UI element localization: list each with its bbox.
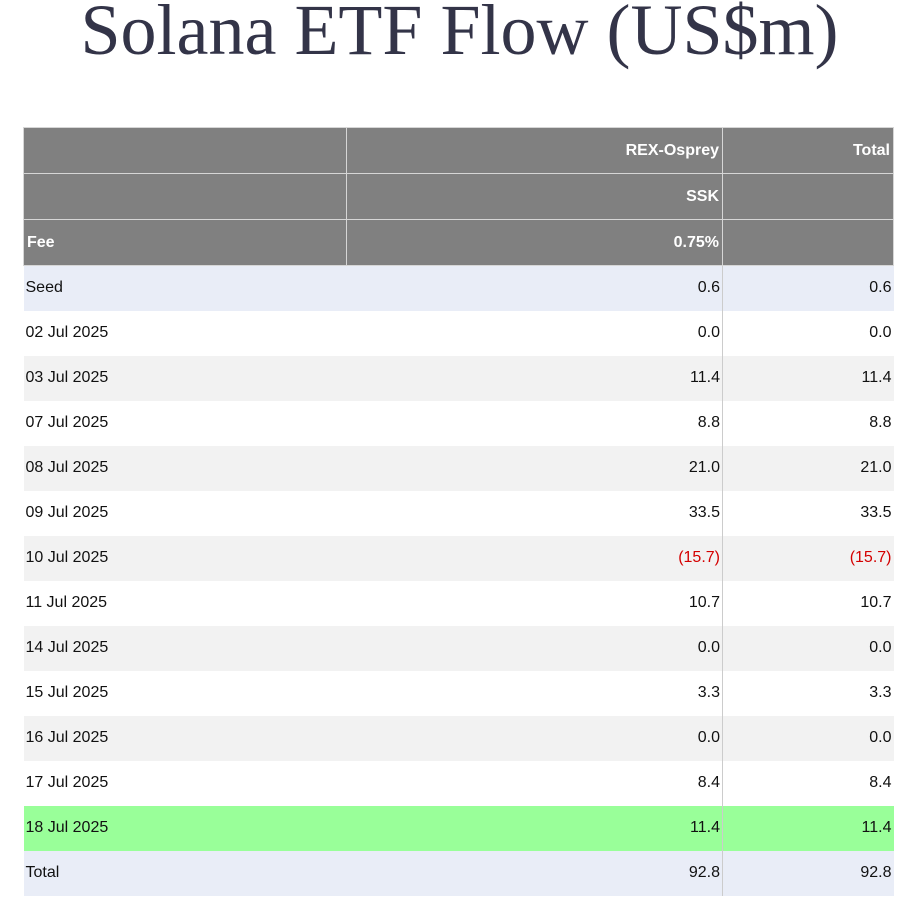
header-ticker: SSK (346, 173, 723, 220)
ssk-value: 3.3 (346, 670, 723, 716)
total-value: (15.7) (722, 535, 894, 581)
header-empty-cell (722, 173, 894, 220)
row-date: 09 Jul 2025 (23, 490, 347, 536)
table-row: 11 Jul 2025 10.7 10.7 (23, 580, 894, 626)
header-fee-value: 0.75% (346, 219, 723, 266)
total-value: 0.0 (722, 310, 894, 356)
ssk-value: 21.0 (346, 445, 723, 491)
total-value: 3.3 (722, 670, 894, 716)
header-total: Total (722, 127, 894, 174)
header-empty-cell (23, 173, 347, 220)
total-value: 11.4 (722, 355, 894, 401)
ssk-value: 11.4 (346, 805, 723, 851)
total-row: Total 92.8 92.8 (23, 850, 894, 896)
header-row-ticker: SSK (23, 173, 894, 220)
total-value: 0.6 (722, 265, 894, 311)
row-date: 18 Jul 2025 (23, 805, 347, 851)
header-issuer: REX-Osprey (346, 127, 723, 174)
row-label: Total (23, 850, 347, 896)
row-date: 11 Jul 2025 (23, 580, 347, 626)
table-row: 08 Jul 2025 21.0 21.0 (23, 445, 894, 491)
header-row-fee: Fee 0.75% (23, 219, 894, 266)
total-value: 8.8 (722, 400, 894, 446)
total-value: 33.5 (722, 490, 894, 536)
total-value: 8.4 (722, 760, 894, 806)
ssk-value: 0.0 (346, 625, 723, 671)
total-value: 11.4 (722, 805, 894, 851)
ssk-value: 10.7 (346, 580, 723, 626)
row-date: 15 Jul 2025 (23, 670, 347, 716)
row-date: 02 Jul 2025 (23, 310, 347, 356)
row-date: 16 Jul 2025 (23, 715, 347, 761)
table-row: 09 Jul 2025 33.5 33.5 (23, 490, 894, 536)
header-empty-cell (23, 127, 347, 174)
total-value: 21.0 (722, 445, 894, 491)
header-fee-label: Fee (23, 219, 347, 266)
table-row: 17 Jul 2025 8.4 8.4 (23, 760, 894, 806)
row-date: 03 Jul 2025 (23, 355, 347, 401)
header-row-issuer: REX-Osprey Total (23, 127, 894, 174)
row-date: 17 Jul 2025 (23, 760, 347, 806)
table-row: 03 Jul 2025 11.4 11.4 (23, 355, 894, 401)
ssk-value: 0.0 (346, 310, 723, 356)
ssk-value: (15.7) (346, 535, 723, 581)
total-value: 92.8 (722, 850, 894, 896)
page-title: Solana ETF Flow (US$m) (80, 0, 839, 70)
table-row: 02 Jul 2025 0.0 0.0 (23, 310, 894, 356)
ssk-value: 0.6 (346, 265, 723, 311)
table-row: 16 Jul 2025 0.0 0.0 (23, 715, 894, 761)
ssk-value: 8.4 (346, 760, 723, 806)
row-date: 10 Jul 2025 (23, 535, 347, 581)
row-date: 14 Jul 2025 (23, 625, 347, 671)
seed-row: Seed 0.6 0.6 (23, 265, 894, 311)
ssk-value: 33.5 (346, 490, 723, 536)
table-row: 15 Jul 2025 3.3 3.3 (23, 670, 894, 716)
ssk-value: 92.8 (346, 850, 723, 896)
total-value: 0.0 (722, 625, 894, 671)
table-row-latest: 18 Jul 2025 11.4 11.4 (23, 805, 894, 851)
row-date: 08 Jul 2025 (23, 445, 347, 491)
etf-flow-table: REX-Osprey Total SSK Fee 0.75% Seed 0.6 … (23, 127, 894, 896)
total-value: 0.0 (722, 715, 894, 761)
table-row: 07 Jul 2025 8.8 8.8 (23, 400, 894, 446)
row-date: 07 Jul 2025 (23, 400, 347, 446)
header-empty-cell (722, 219, 894, 266)
ssk-value: 0.0 (346, 715, 723, 761)
row-label: Seed (23, 265, 347, 311)
ssk-value: 8.8 (346, 400, 723, 446)
table-row: 10 Jul 2025 (15.7) (15.7) (23, 535, 894, 581)
total-value: 10.7 (722, 580, 894, 626)
table-row: 14 Jul 2025 0.0 0.0 (23, 625, 894, 671)
ssk-value: 11.4 (346, 355, 723, 401)
